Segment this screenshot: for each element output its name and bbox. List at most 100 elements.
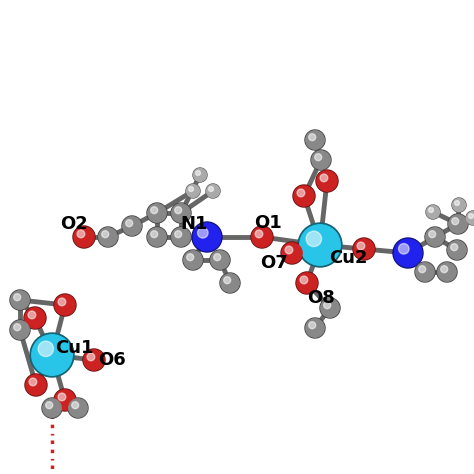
Circle shape — [438, 263, 456, 281]
Circle shape — [77, 230, 85, 238]
Circle shape — [54, 294, 76, 316]
Circle shape — [58, 298, 66, 306]
Circle shape — [427, 206, 439, 219]
Circle shape — [426, 205, 440, 219]
Circle shape — [466, 211, 474, 225]
Circle shape — [324, 301, 331, 309]
Circle shape — [394, 239, 422, 267]
Text: O6: O6 — [98, 351, 126, 369]
Circle shape — [293, 185, 315, 207]
Circle shape — [300, 276, 308, 284]
Circle shape — [187, 254, 194, 261]
Circle shape — [311, 150, 331, 170]
Circle shape — [312, 151, 330, 169]
Circle shape — [28, 311, 36, 319]
Circle shape — [55, 295, 75, 315]
Circle shape — [306, 319, 324, 337]
Circle shape — [419, 266, 426, 273]
Text: Cu2: Cu2 — [329, 249, 367, 267]
Circle shape — [441, 266, 448, 273]
Circle shape — [74, 227, 94, 247]
Circle shape — [193, 223, 221, 251]
Circle shape — [192, 222, 222, 252]
Circle shape — [11, 291, 29, 309]
Circle shape — [415, 262, 435, 282]
Circle shape — [83, 349, 105, 371]
Circle shape — [26, 375, 46, 395]
Circle shape — [452, 198, 466, 212]
Circle shape — [171, 227, 191, 247]
Circle shape — [354, 239, 374, 259]
Circle shape — [357, 242, 365, 250]
Circle shape — [10, 320, 30, 340]
Circle shape — [214, 254, 221, 261]
Circle shape — [298, 223, 342, 267]
Circle shape — [175, 207, 182, 214]
Circle shape — [211, 251, 229, 269]
Circle shape — [428, 208, 434, 212]
Circle shape — [14, 324, 21, 331]
Circle shape — [189, 187, 193, 191]
Circle shape — [206, 184, 220, 198]
Circle shape — [84, 350, 104, 370]
Circle shape — [148, 204, 166, 222]
Circle shape — [69, 399, 87, 417]
Circle shape — [285, 246, 293, 254]
Circle shape — [320, 174, 328, 182]
Circle shape — [151, 207, 158, 214]
Circle shape — [315, 154, 322, 161]
Circle shape — [425, 227, 445, 247]
Text: O2: O2 — [60, 215, 88, 233]
Circle shape — [353, 238, 375, 260]
Circle shape — [297, 189, 305, 197]
Circle shape — [428, 231, 436, 237]
Text: N1: N1 — [180, 215, 208, 233]
Circle shape — [68, 398, 88, 418]
Circle shape — [175, 231, 182, 237]
Text: O8: O8 — [307, 289, 335, 307]
Circle shape — [172, 204, 190, 222]
Circle shape — [426, 228, 444, 246]
Circle shape — [207, 184, 219, 198]
Circle shape — [147, 227, 167, 247]
Circle shape — [448, 214, 468, 234]
Circle shape — [281, 242, 303, 264]
Circle shape — [305, 130, 325, 150]
Circle shape — [393, 238, 423, 268]
Circle shape — [24, 307, 46, 329]
Circle shape — [437, 262, 457, 282]
Circle shape — [255, 230, 263, 238]
Circle shape — [14, 294, 21, 301]
Circle shape — [98, 227, 118, 247]
Circle shape — [187, 184, 200, 198]
Circle shape — [42, 398, 62, 418]
Circle shape — [321, 299, 339, 317]
Circle shape — [317, 171, 337, 191]
Circle shape — [32, 335, 72, 375]
Circle shape — [123, 217, 141, 235]
Circle shape — [210, 250, 230, 270]
Circle shape — [193, 169, 207, 182]
Circle shape — [221, 274, 239, 292]
Circle shape — [449, 215, 467, 233]
Circle shape — [126, 220, 133, 227]
Circle shape — [416, 263, 434, 281]
Circle shape — [193, 168, 207, 182]
Circle shape — [296, 272, 318, 294]
Circle shape — [452, 218, 459, 225]
Circle shape — [25, 374, 47, 396]
Circle shape — [448, 241, 466, 259]
Circle shape — [294, 186, 314, 206]
Text: Cu1: Cu1 — [55, 339, 93, 357]
Circle shape — [183, 250, 203, 270]
Circle shape — [171, 203, 191, 223]
Circle shape — [10, 290, 30, 310]
Circle shape — [72, 401, 79, 409]
Circle shape — [148, 228, 166, 246]
Circle shape — [196, 171, 201, 175]
Circle shape — [184, 251, 202, 269]
Circle shape — [186, 184, 200, 198]
Circle shape — [300, 225, 340, 265]
Circle shape — [305, 318, 325, 338]
Circle shape — [99, 228, 117, 246]
